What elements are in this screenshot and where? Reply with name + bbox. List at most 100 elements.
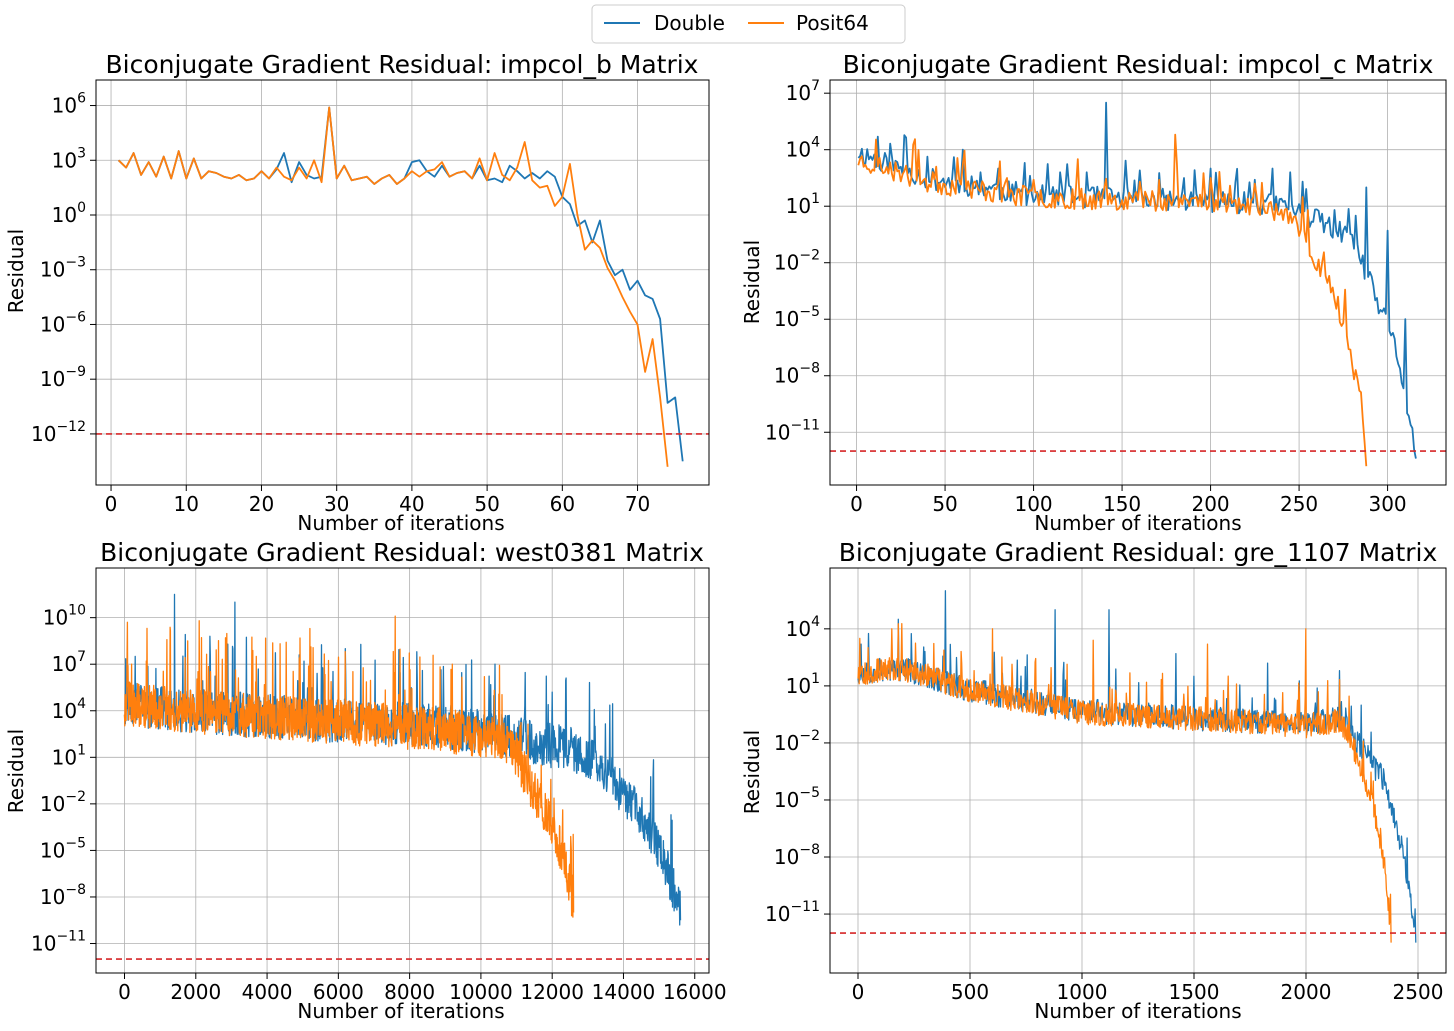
axes-frame bbox=[829, 79, 1447, 486]
y-axis-ticks: 104 101 10−2 10−5 10−8 10−11 bbox=[765, 614, 830, 926]
y-tick-label: 10−12 bbox=[31, 419, 86, 446]
y-tick-label: 10−11 bbox=[765, 899, 820, 926]
chart-gre-1107: Biconjugate Gradient Residual: gre_1107 … bbox=[740, 538, 1447, 1023]
y-axis-label: Residual bbox=[4, 729, 28, 813]
y-tick-label: 104 bbox=[786, 135, 820, 162]
y-tick-label: 10−8 bbox=[774, 361, 820, 388]
y-tick-label: 103 bbox=[52, 145, 86, 172]
x-axis-label: Number of iterations bbox=[1034, 511, 1241, 535]
y-tick-label: 10−8 bbox=[40, 882, 86, 909]
y-tick-label: 100 bbox=[52, 200, 86, 227]
series-line-posit64 bbox=[857, 622, 1392, 943]
x-tick-label: 60 bbox=[550, 492, 575, 516]
plot-area bbox=[857, 590, 1417, 943]
x-tick-label: 10 bbox=[174, 492, 199, 516]
y-axis-ticks: 107 104 101 10−2 10−5 10−8 10−11 bbox=[765, 78, 830, 444]
y-tick-label: 10−2 bbox=[774, 728, 820, 755]
y-tick-label: 104 bbox=[786, 614, 820, 641]
y-tick-label: 10−5 bbox=[774, 304, 820, 331]
legend-label-double: Double bbox=[654, 11, 725, 35]
y-axis-ticks: 1010 107 104 101 10−2 10−5 10−8 10−11 bbox=[31, 603, 96, 956]
x-tick-label: 12000 bbox=[520, 980, 584, 1004]
axes-frame bbox=[829, 567, 1447, 974]
series-line-posit64 bbox=[117, 106, 669, 467]
y-tick-label: 1010 bbox=[43, 603, 86, 630]
y-tick-label: 104 bbox=[52, 696, 86, 723]
chart-title: Biconjugate Gradient Residual: gre_1107 … bbox=[839, 538, 1438, 567]
series-line-posit64 bbox=[123, 615, 575, 918]
x-tick-label: 300 bbox=[1368, 492, 1406, 516]
axes-frame bbox=[95, 79, 710, 486]
x-axis-ticks: 0 10 20 30 40 50 60 70 bbox=[105, 485, 650, 516]
x-tick-label: 50 bbox=[932, 492, 957, 516]
plot-area bbox=[857, 101, 1417, 467]
y-tick-label: 10−2 bbox=[774, 248, 820, 275]
x-tick-label: 150 bbox=[1103, 492, 1141, 516]
y-tick-label: 10−5 bbox=[774, 785, 820, 812]
x-tick-label: 4000 bbox=[242, 980, 293, 1004]
plot-area bbox=[123, 593, 682, 926]
series-line-posit64 bbox=[857, 133, 1368, 467]
y-tick-label: 10−11 bbox=[31, 929, 86, 956]
grid bbox=[96, 568, 709, 973]
x-tick-label: 0 bbox=[852, 980, 865, 1004]
chart-impcol-c: Biconjugate Gradient Residual: impcol_c … bbox=[740, 50, 1447, 535]
x-tick-label: 16000 bbox=[663, 980, 727, 1004]
x-tick-label: 500 bbox=[951, 980, 989, 1004]
x-axis-label: Number of iterations bbox=[1034, 999, 1241, 1023]
x-axis-label: Number of iterations bbox=[297, 999, 504, 1023]
y-axis-ticks: 106 103 100 10−3 10−6 10−9 10−12 bbox=[31, 91, 96, 446]
chart-title: Biconjugate Gradient Residual: west0381 … bbox=[100, 538, 704, 567]
y-tick-label: 10−8 bbox=[774, 842, 820, 869]
grid bbox=[830, 80, 1446, 485]
chart-impcol-b: Biconjugate Gradient Residual: impcol_b … bbox=[4, 50, 710, 535]
x-axis-label: Number of iterations bbox=[297, 511, 504, 535]
y-axis-label: Residual bbox=[740, 240, 764, 324]
y-tick-label: 10−11 bbox=[765, 417, 820, 444]
chart-west0381: Biconjugate Gradient Residual: west0381 … bbox=[4, 538, 727, 1023]
x-tick-label: 2000 bbox=[170, 980, 221, 1004]
x-tick-label: 200 bbox=[1191, 492, 1229, 516]
x-tick-label: 50 bbox=[474, 492, 499, 516]
y-tick-label: 107 bbox=[52, 649, 86, 676]
chart-title: Biconjugate Gradient Residual: impcol_c … bbox=[843, 50, 1434, 79]
x-tick-label: 100 bbox=[1014, 492, 1052, 516]
x-tick-label: 70 bbox=[625, 492, 650, 516]
x-tick-label: 0 bbox=[105, 492, 118, 516]
y-tick-label: 101 bbox=[786, 671, 820, 698]
x-tick-label: 30 bbox=[324, 492, 349, 516]
y-tick-label: 10−9 bbox=[40, 364, 86, 391]
x-tick-label: 40 bbox=[399, 492, 424, 516]
y-tick-label: 101 bbox=[52, 742, 86, 769]
legend-label-posit64: Posit64 bbox=[796, 11, 869, 35]
x-tick-label: 1500 bbox=[1169, 980, 1220, 1004]
x-tick-label: 0 bbox=[850, 492, 863, 516]
x-axis-ticks: 0 500 1000 1500 2000 2500 bbox=[852, 973, 1444, 1004]
x-axis-ticks: 0 2000 4000 6000 8000 10000 12000 14000 16000 bbox=[118, 973, 727, 1004]
legend: Double Posit64 bbox=[591, 4, 906, 44]
chart-title: Biconjugate Gradient Residual: impcol_b … bbox=[106, 50, 699, 79]
x-tick-label: 14000 bbox=[592, 980, 656, 1004]
x-tick-label: 2500 bbox=[1393, 980, 1444, 1004]
axes-frame bbox=[95, 567, 710, 974]
x-tick-label: 250 bbox=[1280, 492, 1318, 516]
x-axis-ticks: 0 50 100 150 200 250 300 bbox=[850, 485, 1407, 516]
y-axis-label: Residual bbox=[4, 229, 28, 313]
x-tick-label: 2000 bbox=[1281, 980, 1332, 1004]
grid bbox=[96, 80, 709, 485]
y-tick-label: 101 bbox=[786, 191, 820, 218]
y-tick-label: 10−3 bbox=[40, 255, 86, 282]
x-tick-label: 10000 bbox=[449, 980, 513, 1004]
y-tick-label: 10−6 bbox=[40, 309, 86, 336]
plot-area bbox=[117, 106, 684, 467]
y-tick-label: 10−2 bbox=[40, 789, 86, 816]
y-tick-label: 106 bbox=[52, 91, 86, 118]
y-tick-label: 10−5 bbox=[40, 835, 86, 862]
x-tick-label: 0 bbox=[118, 980, 131, 1004]
y-axis-label: Residual bbox=[740, 730, 764, 814]
x-tick-label: 8000 bbox=[384, 980, 435, 1004]
x-tick-label: 20 bbox=[249, 492, 274, 516]
x-tick-label: 6000 bbox=[313, 980, 364, 1004]
